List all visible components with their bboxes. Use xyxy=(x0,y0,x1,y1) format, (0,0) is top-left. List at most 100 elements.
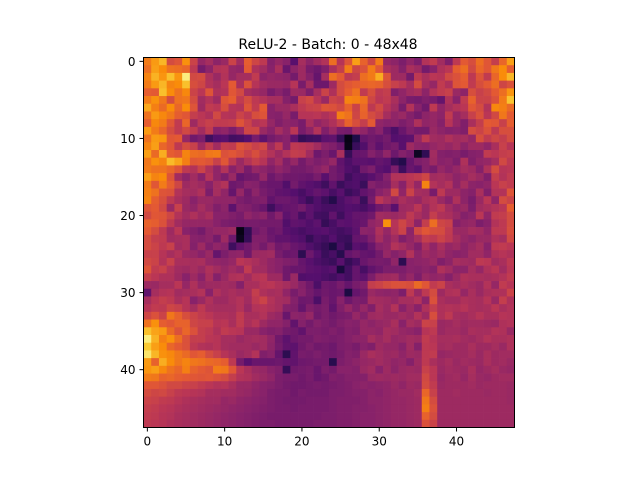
heatmap-cell xyxy=(174,227,183,236)
heatmap-cell xyxy=(375,65,384,74)
heatmap-cell xyxy=(213,119,222,128)
heatmap-cell xyxy=(383,234,392,243)
heatmap-cell xyxy=(475,196,484,205)
heatmap-cell xyxy=(429,80,438,89)
heatmap-cell xyxy=(483,288,492,297)
heatmap-cell xyxy=(174,412,183,421)
heatmap-cell xyxy=(452,288,461,297)
heatmap-cell xyxy=(437,327,446,336)
heatmap-cell xyxy=(205,265,214,274)
heatmap-cell xyxy=(151,365,160,374)
heatmap-cell xyxy=(452,196,461,205)
heatmap-cell xyxy=(367,157,376,166)
heatmap-cell xyxy=(282,111,291,120)
heatmap-cell xyxy=(321,173,330,182)
heatmap-cell xyxy=(274,373,283,382)
heatmap-cell xyxy=(290,88,299,97)
heatmap-cell xyxy=(189,157,198,166)
heatmap-cell xyxy=(406,412,415,421)
heatmap-cell xyxy=(460,173,469,182)
heatmap-cell xyxy=(298,103,307,112)
heatmap-cell xyxy=(228,404,237,413)
heatmap-cell xyxy=(282,342,291,351)
heatmap-cell xyxy=(421,72,430,81)
heatmap-cell xyxy=(321,381,330,390)
heatmap-cell xyxy=(367,335,376,344)
heatmap-cell xyxy=(336,404,345,413)
heatmap-cell xyxy=(251,142,260,151)
heatmap-cell xyxy=(313,311,322,320)
heatmap-cell xyxy=(290,342,299,351)
heatmap-cell xyxy=(421,257,430,266)
heatmap-cell xyxy=(390,288,399,297)
heatmap-cell xyxy=(359,203,368,213)
heatmap-cell xyxy=(282,404,291,413)
heatmap-cell xyxy=(313,327,322,336)
heatmap-cell xyxy=(491,388,500,398)
heatmap-cell xyxy=(236,404,245,413)
heatmap-cell xyxy=(359,72,368,81)
heatmap-cell xyxy=(182,242,191,251)
heatmap-cell xyxy=(243,234,253,243)
heatmap-cell xyxy=(243,388,253,398)
heatmap-cell xyxy=(352,111,361,120)
heatmap-cell xyxy=(437,358,446,367)
heatmap-cell xyxy=(259,96,268,105)
heatmap-cell xyxy=(491,273,500,282)
heatmap-cell xyxy=(437,180,446,189)
heatmap-cell xyxy=(282,234,291,243)
heatmap-cell xyxy=(499,142,508,151)
heatmap-cell xyxy=(483,80,492,89)
heatmap-cell xyxy=(243,381,253,390)
heatmap-cell xyxy=(390,335,399,344)
heatmap-cell xyxy=(329,304,338,313)
heatmap-cell xyxy=(406,288,415,297)
heatmap-cell xyxy=(329,57,338,66)
heatmap-cell xyxy=(166,242,175,251)
heatmap-cell xyxy=(336,72,345,81)
heatmap-cell xyxy=(460,281,469,290)
heatmap-cell xyxy=(158,296,168,305)
heatmap-cell xyxy=(344,234,353,243)
heatmap-cell xyxy=(305,281,314,290)
heatmap-cell xyxy=(236,250,245,259)
heatmap-cell xyxy=(375,180,384,189)
heatmap-cell xyxy=(468,203,477,213)
heatmap-cell xyxy=(267,134,276,143)
heatmap-cell xyxy=(298,88,307,97)
heatmap-cell xyxy=(251,342,260,351)
heatmap-cell xyxy=(429,281,438,290)
heatmap-cell xyxy=(267,173,276,182)
heatmap-cell xyxy=(298,96,307,105)
heatmap-cell xyxy=(414,350,423,359)
heatmap-cell xyxy=(321,242,330,251)
heatmap-cell xyxy=(367,342,376,351)
heatmap-cell xyxy=(251,111,260,120)
heatmap-cell xyxy=(367,88,376,97)
heatmap-cell xyxy=(506,165,515,174)
heatmap-cell xyxy=(398,173,407,182)
heatmap-cell xyxy=(499,196,508,205)
heatmap-cell xyxy=(151,103,160,112)
heatmap-cell xyxy=(359,265,368,274)
heatmap-cell xyxy=(251,281,260,290)
heatmap-cell xyxy=(166,281,175,290)
heatmap-cell xyxy=(414,257,423,266)
heatmap-cell xyxy=(290,80,299,89)
heatmap-cell xyxy=(375,157,384,166)
heatmap-cell xyxy=(329,335,338,344)
heatmap-cell xyxy=(499,419,508,428)
heatmap-cell xyxy=(243,65,253,74)
heatmap-cell xyxy=(228,180,237,189)
heatmap-cell xyxy=(321,335,330,344)
heatmap-cell xyxy=(228,126,237,135)
heatmap-cell xyxy=(390,242,399,251)
heatmap-cell xyxy=(213,142,222,151)
heatmap-cell xyxy=(321,188,330,197)
heatmap-cell xyxy=(390,196,399,205)
heatmap-cell xyxy=(213,227,222,236)
heatmap-cell xyxy=(158,88,168,97)
heatmap-cell xyxy=(274,111,283,120)
heatmap-cell xyxy=(213,134,222,143)
heatmap-cell xyxy=(282,358,291,367)
